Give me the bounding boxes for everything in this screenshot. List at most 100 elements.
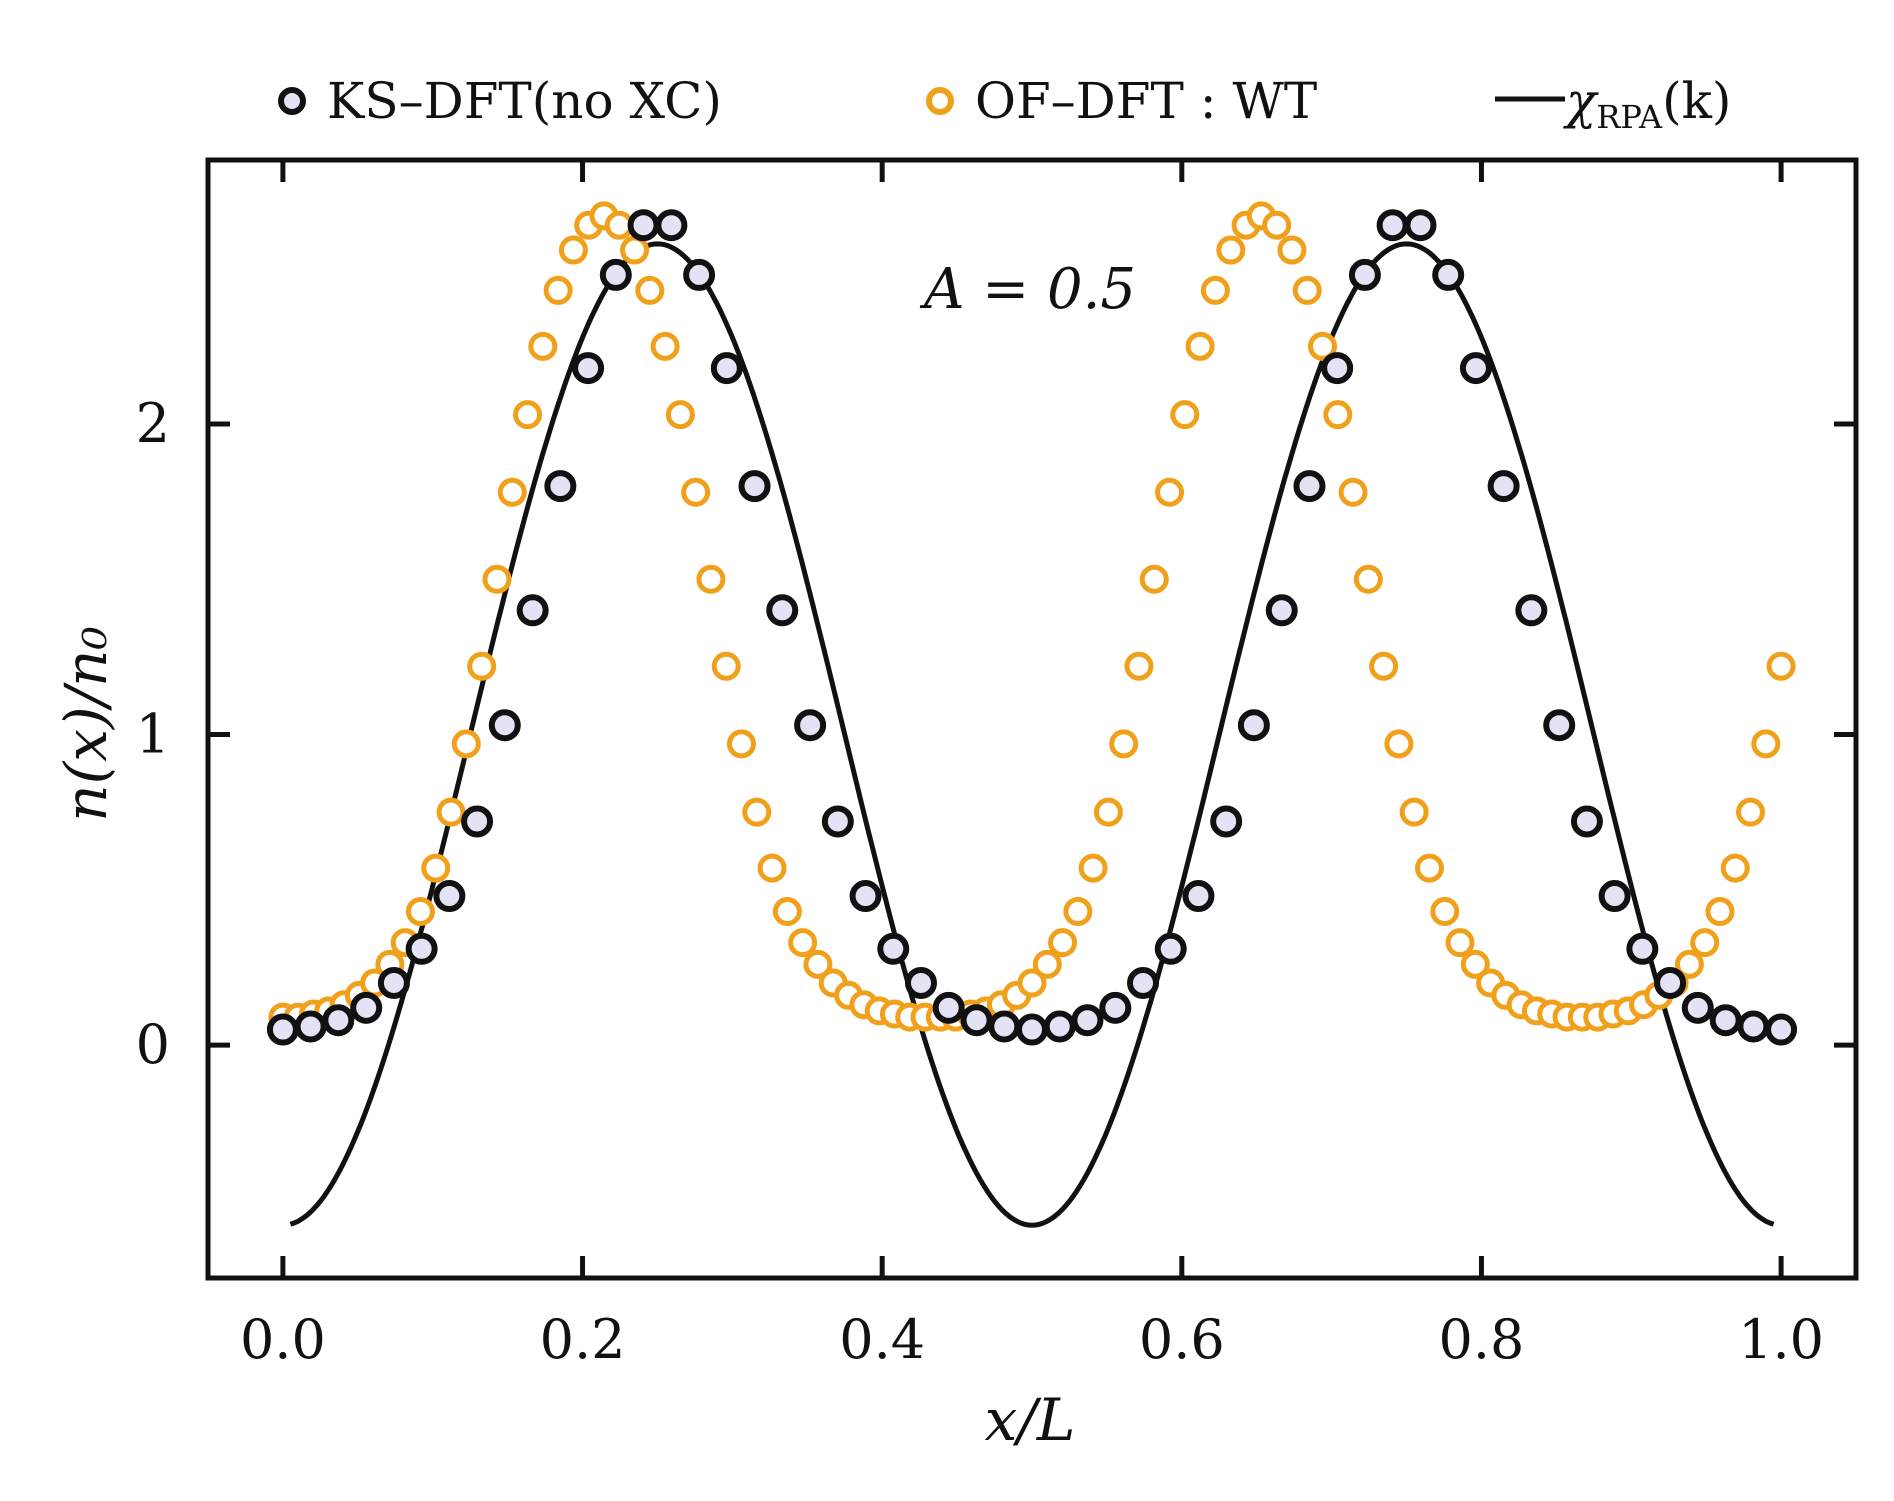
point-of-dft — [436, 797, 466, 827]
point-ks-dft — [1265, 594, 1298, 627]
point-ks-dft — [488, 709, 521, 742]
point-of-dft — [1460, 949, 1490, 979]
legend-rpa-subscript: RPA — [1596, 98, 1663, 136]
point-ks-dft — [1459, 352, 1492, 385]
point-of-dft — [803, 949, 833, 979]
point-of-dft — [543, 275, 573, 305]
point-ks-dft — [377, 966, 410, 999]
point-of-dft — [1124, 651, 1154, 681]
point-ks-dft — [932, 991, 965, 1024]
point-ks-dft — [1543, 709, 1576, 742]
point-of-dft — [1445, 928, 1475, 958]
x-tick-label: 0.6 — [1139, 1308, 1225, 1371]
point-ks-dft — [1043, 1010, 1076, 1043]
point-of-dft — [1751, 729, 1781, 759]
point-of-dft — [1323, 400, 1353, 430]
point-of-dft — [1200, 275, 1230, 305]
point-ks-dft — [710, 352, 743, 385]
point-ks-dft — [1570, 805, 1603, 838]
point-ks-dft — [1626, 932, 1659, 965]
point-ks-dft — [988, 1010, 1021, 1043]
point-ks-dft — [655, 209, 688, 242]
point-ks-dft — [1737, 1010, 1770, 1043]
x-axis-label: x/L — [985, 1386, 1076, 1454]
point-ks-dft — [1099, 991, 1132, 1024]
point-ks-dft — [627, 209, 660, 242]
legend-marker-of — [926, 87, 954, 115]
x-tick-label: 1.0 — [1738, 1308, 1824, 1371]
point-ks-dft — [516, 594, 549, 627]
point-of-dft — [1155, 477, 1185, 507]
annotation: A = 0.5 — [919, 257, 1136, 322]
point-ks-dft — [1432, 258, 1465, 291]
x-tick-label: 0.0 — [240, 1308, 326, 1371]
point-ks-dft — [461, 805, 494, 838]
point-of-dft — [1093, 797, 1123, 827]
point-of-dft — [1736, 797, 1766, 827]
point-of-dft — [497, 477, 527, 507]
legend-label-rpa: χRPA(k) — [1563, 72, 1731, 136]
point-of-dft — [451, 729, 481, 759]
point-of-dft — [1277, 235, 1307, 265]
point-of-dft — [1063, 897, 1093, 927]
plot-data — [266, 201, 1798, 1228]
point-ks-dft — [683, 258, 716, 291]
point-of-dft — [696, 564, 726, 594]
point-of-dft — [772, 897, 802, 927]
point-of-dft — [1139, 564, 1169, 594]
point-of-dft — [1766, 651, 1796, 681]
point-of-dft — [1109, 729, 1139, 759]
point-ks-dft — [877, 932, 910, 965]
legend-rpa-suffix: (k) — [1662, 72, 1731, 130]
point-of-dft — [1185, 331, 1215, 361]
legend: KS–DFT(no XC) OF–DFT : WT χRPA(k) — [278, 72, 1731, 136]
point-ks-dft — [766, 594, 799, 627]
plot-frame — [205, 157, 1859, 1281]
point-ks-dft — [1016, 1013, 1048, 1046]
point-ks-dft — [1210, 805, 1243, 838]
point-of-dft — [1353, 564, 1383, 594]
legend-marker-ks — [278, 87, 306, 115]
point-ks-dft — [350, 991, 383, 1024]
point-ks-dft — [738, 470, 771, 503]
point-of-dft — [1292, 275, 1322, 305]
point-ks-dft — [572, 352, 605, 385]
point-of-dft — [757, 853, 787, 883]
point-of-dft — [727, 729, 757, 759]
point-of-dft — [528, 331, 558, 361]
legend-label-ks: KS–DFT(no XC) — [327, 72, 722, 130]
x-tick-label: 0.4 — [839, 1308, 925, 1371]
x-tick-label: 0.2 — [540, 1308, 626, 1371]
point-ks-dft — [1127, 966, 1160, 999]
point-ks-dft — [1487, 470, 1520, 503]
point-ks-dft — [1681, 991, 1714, 1024]
point-ks-dft — [1182, 880, 1215, 913]
point-of-dft — [513, 400, 543, 430]
point-ks-dft — [1765, 1013, 1798, 1046]
point-of-dft — [1307, 331, 1337, 361]
y-tick-label: 1 — [136, 703, 170, 766]
point-ks-dft — [433, 880, 466, 913]
point-ks-dft — [322, 1004, 355, 1037]
point-of-dft — [650, 331, 680, 361]
point-of-dft — [1338, 477, 1368, 507]
y-tick-label: 2 — [136, 392, 170, 455]
point-ks-dft — [1237, 709, 1270, 742]
point-of-dft — [1216, 235, 1246, 265]
point-ks-dft — [1709, 1004, 1742, 1037]
x-tick-label: 0.8 — [1439, 1308, 1525, 1371]
point-of-dft — [467, 651, 497, 681]
legend-rpa-symbol: χ — [1563, 72, 1599, 130]
point-of-dft — [1384, 729, 1414, 759]
point-of-dft — [1674, 949, 1704, 979]
point-ks-dft — [1154, 932, 1187, 965]
point-ks-dft — [1376, 209, 1409, 242]
point-ks-dft — [821, 805, 854, 838]
point-ks-dft — [294, 1010, 327, 1043]
point-ks-dft — [405, 932, 438, 965]
point-of-dft — [482, 564, 512, 594]
y-tick-label: 0 — [136, 1013, 170, 1076]
point-of-dft — [665, 400, 695, 430]
point-of-dft — [558, 235, 588, 265]
